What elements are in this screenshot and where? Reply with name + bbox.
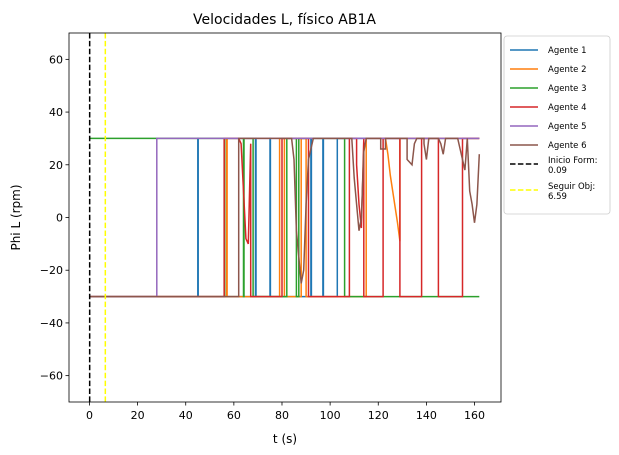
x-tick-label-7: 140: [416, 409, 437, 422]
y-tick-label-1: −40: [40, 317, 63, 330]
y-tick-label-0: −60: [40, 370, 63, 383]
legend-label-8: Seguir Obj: 6.59: [548, 182, 595, 202]
legend: Agente 1 Agente 2 Agente 3 Agente 4 Agente 5…: [503, 35, 611, 215]
y-tick-label-6: 60: [49, 53, 63, 66]
x-axis-label: t (s): [273, 432, 297, 446]
series-line-6: [89, 137, 481, 298]
x-tick-label-4: 80: [275, 409, 289, 422]
legend-label-3: Agente 3: [548, 84, 587, 94]
chart-title: Velocidades L, físico AB1A: [193, 12, 376, 28]
legend-frame: [503, 35, 611, 215]
legend-label-2: Agente 2: [548, 65, 587, 75]
x-tick-label-1: 20: [131, 409, 145, 422]
x-tick-label-5: 100: [320, 409, 341, 422]
x-axis-ticks: 0 20 40 60 80 100 120 140 160: [86, 402, 485, 422]
y-axis-label: Phi L (rpm): [9, 184, 23, 250]
legend-label-6: Agente 6: [548, 141, 587, 151]
y-tick-label-2: −20: [40, 264, 63, 277]
y-tick-label-4: 20: [49, 159, 63, 172]
series-line-2: [89, 137, 480, 298]
x-tick-label-3: 60: [227, 409, 241, 422]
legend-label-1: Agente 1: [548, 46, 587, 56]
x-tick-label-0: 0: [86, 409, 93, 422]
x-tick-label-6: 120: [368, 409, 389, 422]
x-tick-label-2: 40: [179, 409, 193, 422]
legend-label-4: Agente 4: [548, 103, 587, 113]
legend-label-5: Agente 5: [548, 122, 587, 132]
x-tick-label-8: 160: [464, 409, 485, 422]
y-axis-ticks: −60 −40 −20 0 20 40 60: [40, 53, 69, 383]
series-line-1: [89, 137, 480, 298]
y-tick-label-5: 40: [49, 106, 63, 119]
legend-label-7: Inicio Form: 0.09: [548, 156, 597, 176]
y-tick-label-3: 0: [56, 212, 63, 225]
plot-marks: [88, 33, 481, 402]
